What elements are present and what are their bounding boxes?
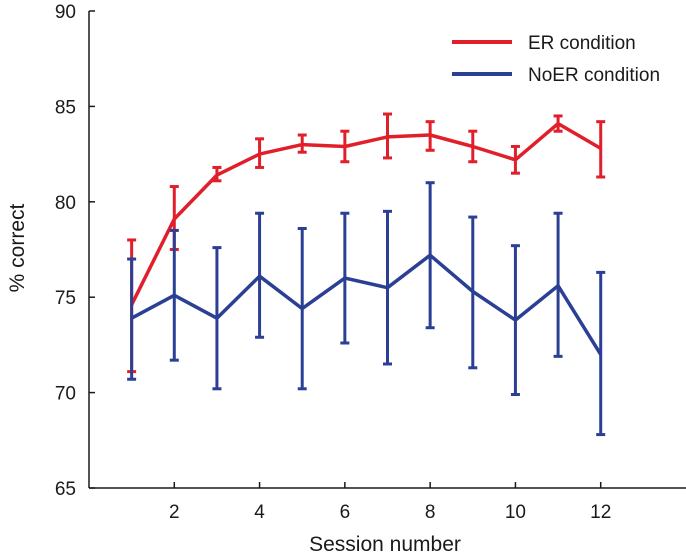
axes: 65 70 75 80 85 90 2 4 6 8 10 12 bbox=[55, 2, 686, 523]
y-tick-label: 90 bbox=[55, 2, 76, 23]
legend-label: ER condition bbox=[528, 33, 636, 54]
series-line bbox=[130, 253, 603, 356]
y-tick-label: 70 bbox=[55, 384, 76, 405]
y-tick-label: 65 bbox=[55, 479, 76, 500]
series-noer bbox=[127, 181, 606, 437]
x-tick-label: 6 bbox=[340, 502, 351, 523]
x-tick-label: 8 bbox=[425, 502, 436, 523]
x-tick-label: 2 bbox=[169, 502, 180, 523]
x-tick-label: 4 bbox=[254, 502, 265, 523]
x-tick-label: 10 bbox=[505, 502, 526, 523]
y-tick-label: 85 bbox=[55, 97, 76, 118]
legend-label: NoER condition bbox=[528, 65, 660, 86]
series-line bbox=[130, 121, 602, 306]
legend: ER condition NoER condition bbox=[452, 33, 660, 86]
y-axis-label: % correct bbox=[6, 203, 29, 292]
y-tick-label: 75 bbox=[55, 288, 76, 309]
series-layer bbox=[127, 112, 606, 437]
x-axis-label: Session number bbox=[309, 533, 461, 556]
x-tick-label: 12 bbox=[590, 502, 611, 523]
y-tick-label: 80 bbox=[55, 193, 76, 214]
series-er bbox=[127, 112, 606, 374]
